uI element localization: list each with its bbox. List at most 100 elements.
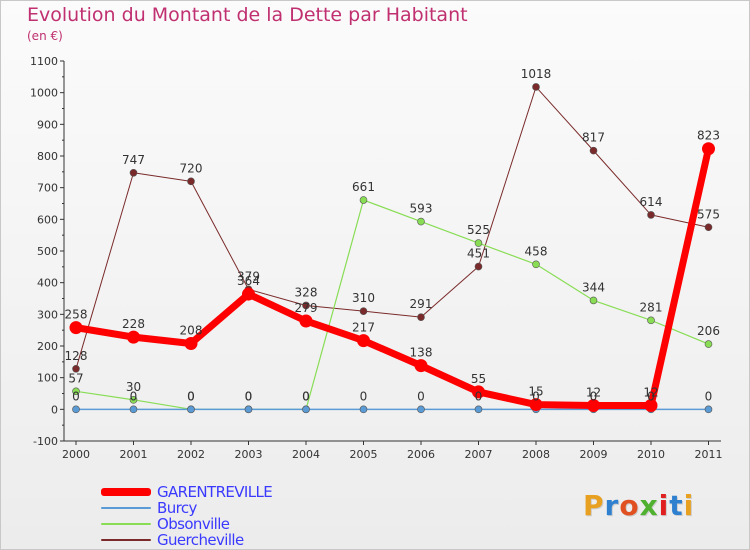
data-label-garentreville: 258 xyxy=(65,308,88,322)
data-point-guercheville xyxy=(187,177,195,186)
data-label-guercheville: 720 xyxy=(180,161,203,175)
legend-label: Burcy xyxy=(157,499,197,517)
data-point-obsonville xyxy=(532,260,540,269)
data-point-guercheville xyxy=(474,262,483,271)
legend-label: GARENTREVILLE xyxy=(157,483,273,501)
data-label-obsonville: 281 xyxy=(640,300,663,314)
data-label-burcy: 0 xyxy=(705,389,713,403)
data-label-burcy: 0 xyxy=(302,389,310,403)
chart-subtitle: (en €) xyxy=(27,29,63,43)
data-label-garentreville: 364 xyxy=(237,274,260,288)
data-point-obsonville xyxy=(72,387,80,396)
y-tick-label: 300 xyxy=(37,308,58,321)
data-label-burcy: 0 xyxy=(72,389,80,403)
data-point-garentreville xyxy=(472,385,485,399)
data-label-burcy: 0 xyxy=(590,389,598,403)
data-point-garentreville xyxy=(644,399,658,413)
legend-label: Obsonville xyxy=(157,515,230,533)
y-tick-label: 500 xyxy=(37,245,58,258)
data-label-garentreville: 138 xyxy=(410,346,433,360)
data-label-garentreville: 279 xyxy=(295,301,318,315)
data-point-obsonville xyxy=(129,396,138,404)
data-point-garentreville xyxy=(357,334,370,348)
legend-item-burcy: Burcy xyxy=(101,500,401,516)
y-tick-label: 200 xyxy=(37,340,58,353)
data-label-obsonville: 593 xyxy=(410,202,433,216)
data-label-guercheville: 128 xyxy=(65,349,88,363)
data-label-burcy: 0 xyxy=(647,389,655,403)
data-point-garentreville xyxy=(69,321,83,335)
data-point-garentreville xyxy=(587,399,600,413)
x-tick-label: 2010 xyxy=(637,448,665,461)
y-tick-label: 700 xyxy=(37,182,58,195)
legend-label: Guercheville xyxy=(157,531,244,549)
data-point-garentreville xyxy=(702,142,715,156)
data-label-garentreville: 217 xyxy=(352,321,375,335)
data-point-garentreville xyxy=(414,359,428,373)
series-line-obsonville xyxy=(75,199,710,410)
legend-item-garentreville: GARENTREVILLE xyxy=(101,484,401,500)
y-tick-label: 400 xyxy=(37,277,58,290)
data-point-guercheville xyxy=(417,313,425,321)
data-point-obsonville xyxy=(359,196,368,204)
legend-swatch xyxy=(101,507,151,509)
data-label-obsonville: 206 xyxy=(697,324,720,338)
x-tick-label: 2005 xyxy=(350,448,378,461)
data-point-burcy xyxy=(302,405,310,414)
data-label-guercheville: 379 xyxy=(237,269,260,283)
legend-swatch xyxy=(101,523,151,525)
data-label-obsonville: 344 xyxy=(582,280,605,294)
data-label-burcy: 0 xyxy=(187,389,195,403)
chart-title: Evolution du Montant de la Dette par Hab… xyxy=(27,4,468,26)
data-point-guercheville xyxy=(647,211,655,219)
data-point-burcy xyxy=(187,405,195,414)
data-point-burcy xyxy=(359,405,368,414)
data-label-garentreville: 823 xyxy=(697,129,720,143)
x-tick-label: 2000 xyxy=(62,448,90,461)
data-point-burcy xyxy=(704,405,713,414)
data-label-guercheville: 614 xyxy=(640,195,663,209)
data-label-obsonville: 0 xyxy=(187,389,195,403)
data-label-garentreville: 15 xyxy=(528,385,543,399)
legend-swatch xyxy=(101,539,151,541)
data-label-guercheville: 1018 xyxy=(521,67,552,81)
data-label-guercheville: 291 xyxy=(410,297,433,311)
y-tick-label: 600 xyxy=(37,213,58,226)
data-label-obsonville: 458 xyxy=(525,244,548,258)
data-point-guercheville xyxy=(72,364,80,373)
data-point-obsonville xyxy=(647,316,655,325)
data-point-guercheville xyxy=(129,168,138,177)
legend-item-obsonville: Obsonville xyxy=(101,516,401,532)
data-point-obsonville xyxy=(474,239,483,247)
data-label-guercheville: 817 xyxy=(582,131,605,145)
x-tick-label: 2004 xyxy=(292,448,320,461)
data-label-obsonville: 57 xyxy=(68,371,83,385)
x-tick-label: 2002 xyxy=(177,448,205,461)
data-point-guercheville xyxy=(302,301,310,310)
data-point-garentreville xyxy=(184,336,198,350)
data-label-garentreville: 12 xyxy=(643,386,658,400)
data-point-obsonville xyxy=(417,217,425,226)
y-tick-label: 0 xyxy=(51,403,58,416)
data-point-burcy xyxy=(244,405,253,414)
data-point-guercheville xyxy=(532,83,540,91)
legend-swatch xyxy=(101,488,151,496)
y-tick-label: -100 xyxy=(33,435,58,448)
data-point-garentreville xyxy=(242,287,255,301)
data-label-burcy: 0 xyxy=(532,389,540,403)
data-label-burcy: 0 xyxy=(417,389,425,403)
data-label-garentreville: 12 xyxy=(586,386,601,400)
data-label-burcy: 0 xyxy=(360,389,368,403)
data-point-garentreville xyxy=(127,330,140,344)
x-tick-label: 2011 xyxy=(695,448,723,461)
data-point-burcy xyxy=(417,405,425,414)
y-tick-label: 100 xyxy=(37,372,58,385)
data-label-burcy: 0 xyxy=(475,389,483,403)
data-point-obsonville xyxy=(589,296,598,305)
legend-item-guercheville: Guercheville xyxy=(101,532,401,548)
data-label-obsonville: 661 xyxy=(352,180,375,194)
x-tick-label: 2009 xyxy=(580,448,608,461)
x-tick-label: 2003 xyxy=(235,448,263,461)
